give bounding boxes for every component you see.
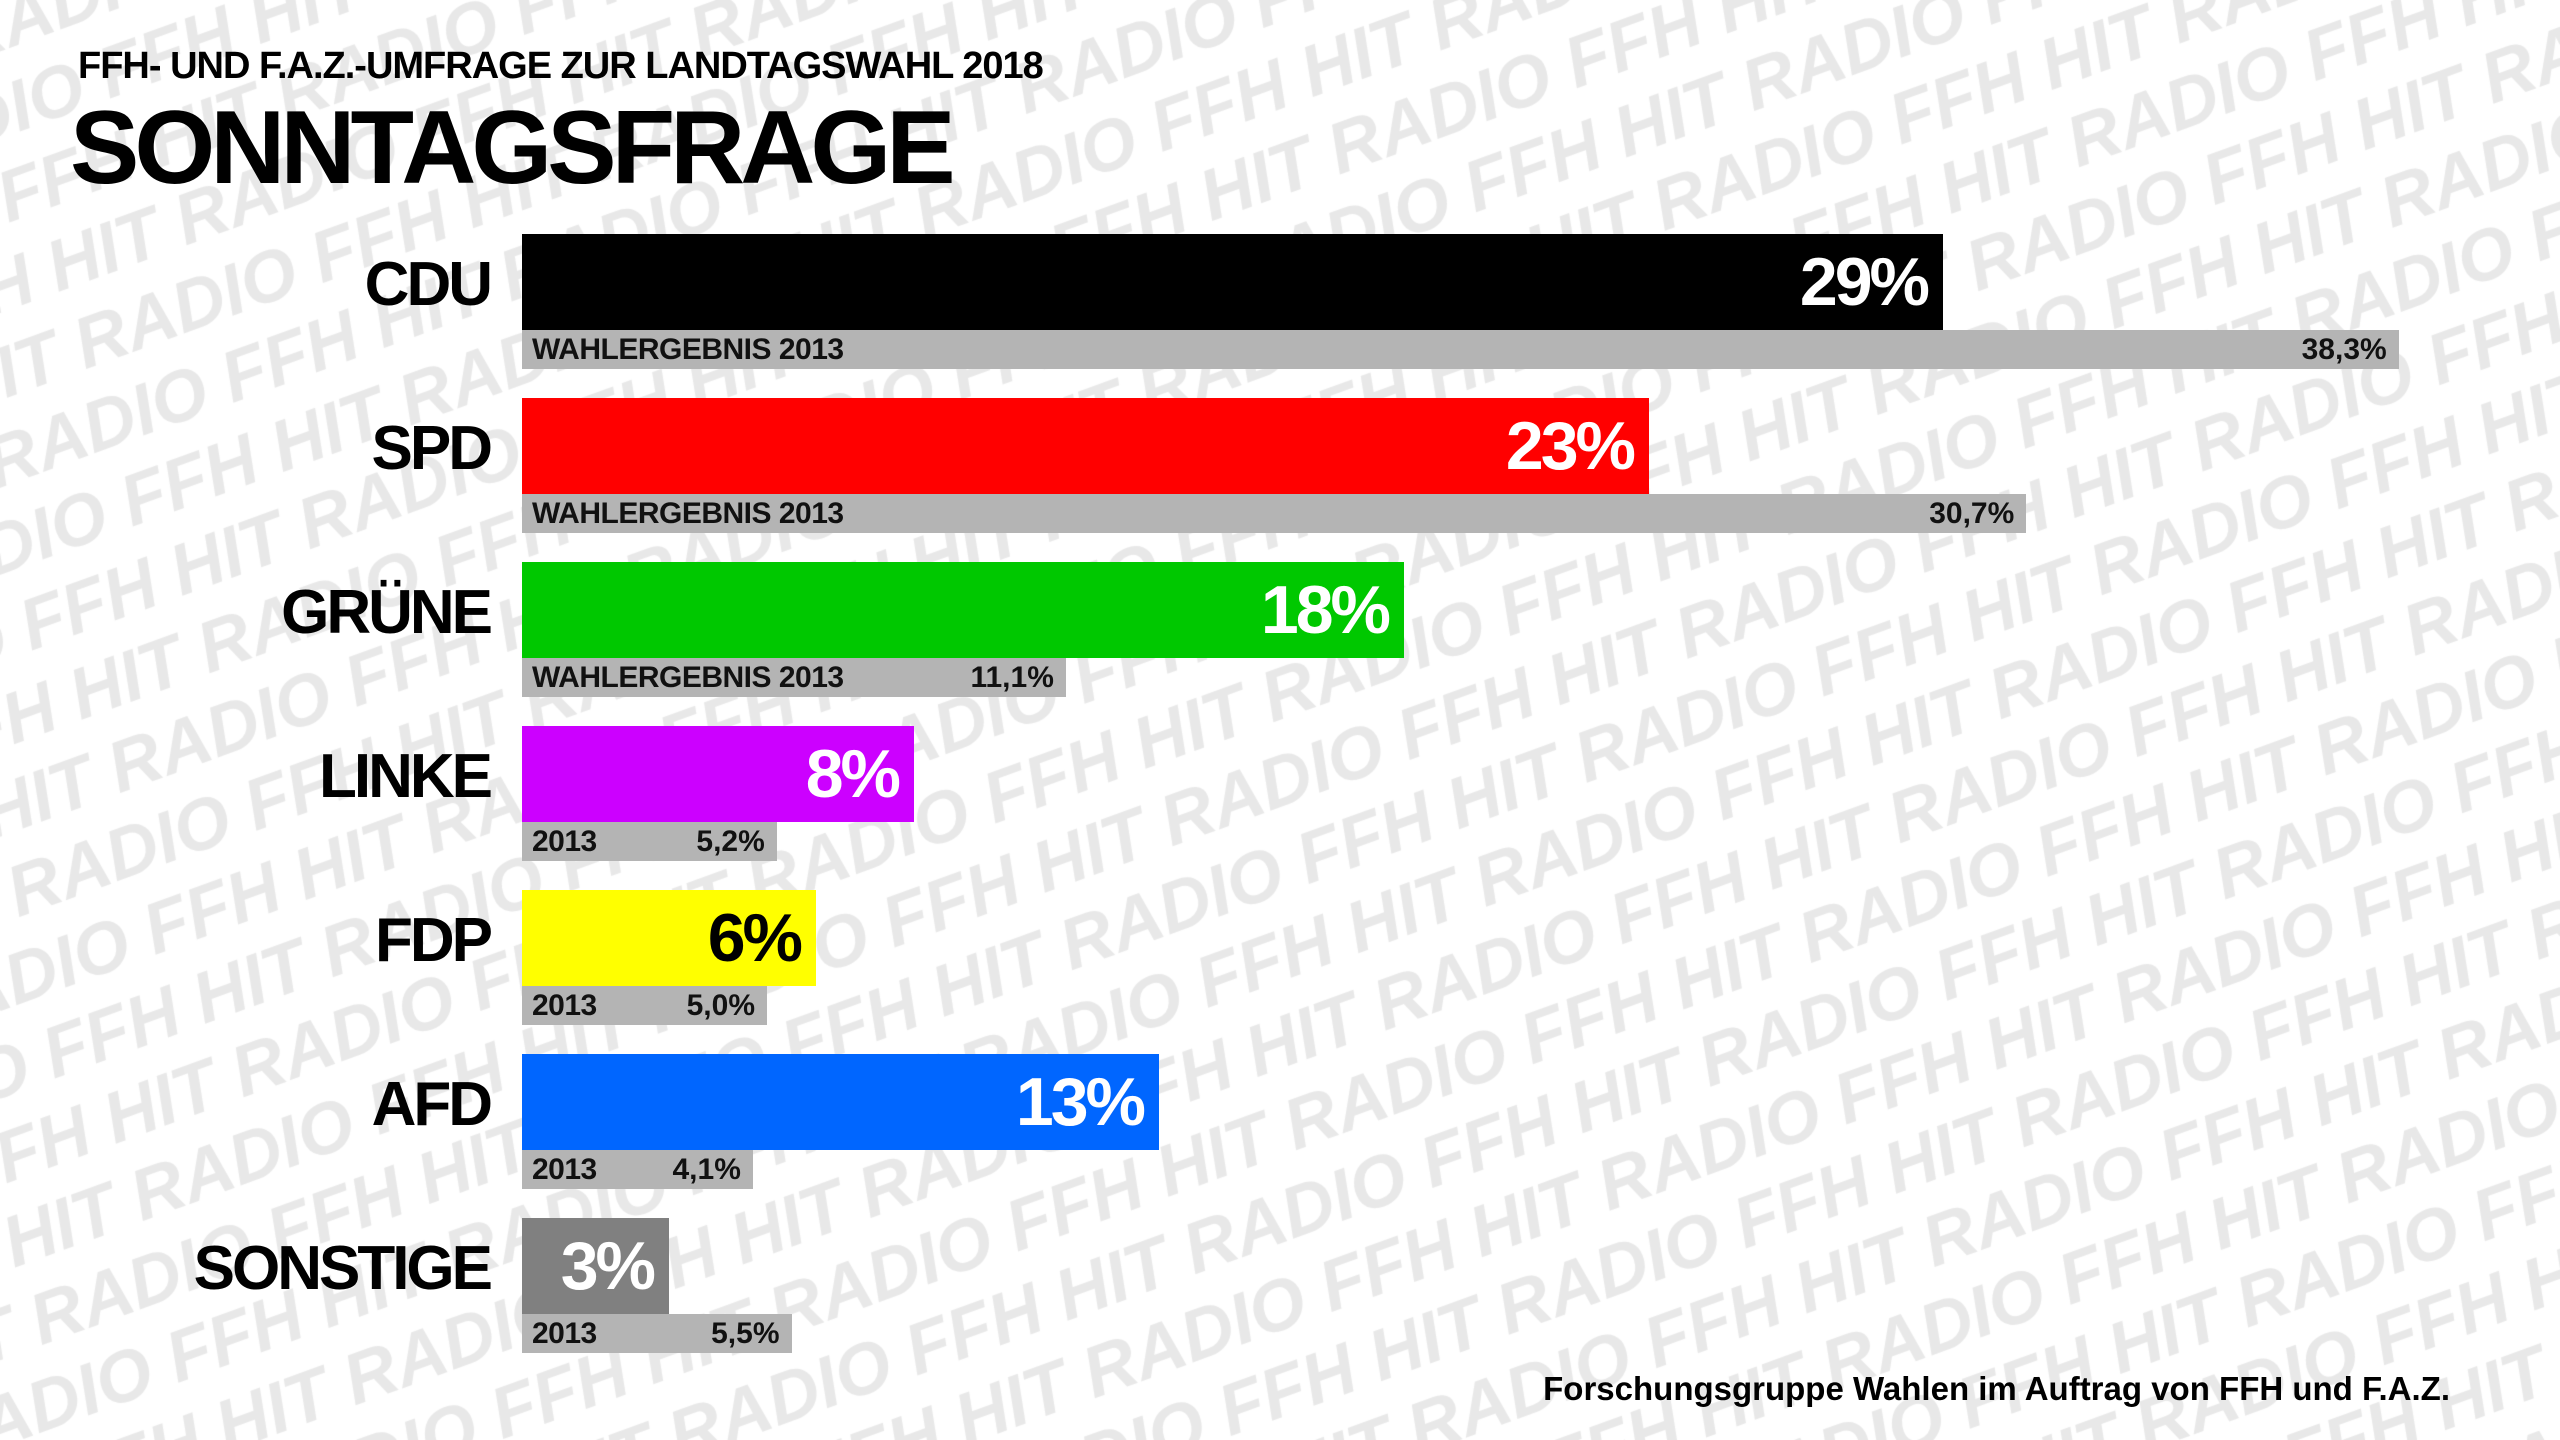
result-2013-value: 4,1%	[672, 1153, 741, 1186]
result-2013-value: 5,5%	[711, 1317, 780, 1350]
result-2013-label: 2013	[532, 1153, 597, 1186]
result-2013-bar: 2013 5,2%	[522, 822, 777, 861]
result-2013-bar: WAHLERGEBNIS 2013 30,7%	[522, 494, 2027, 533]
result-2013-value: 11,1%	[970, 661, 1054, 694]
poll-value-label: 8%	[805, 736, 901, 812]
result-2013-bar: WAHLERGEBNIS 2013 11,1%	[522, 658, 1066, 697]
chart-row: AFD 13% 2013 4,1%	[0, 1054, 2560, 1194]
party-label: GRÜNE	[281, 578, 493, 647]
poll-bar: 23%	[522, 398, 1649, 494]
party-label: FDP	[375, 906, 493, 975]
poll-bar: 8%	[522, 726, 914, 822]
chart-row: LINKE 8% 2013 5,2%	[0, 726, 2560, 866]
chart-row: SONSTIGE 3% 2013 5,5%	[0, 1218, 2560, 1358]
poll-bar: 6%	[522, 890, 816, 986]
result-2013-value: 38,3%	[2301, 333, 2387, 366]
poll-bar: 3%	[522, 1218, 669, 1314]
result-2013-bar: 2013 5,0%	[522, 986, 767, 1025]
poll-bar: 18%	[522, 562, 1404, 658]
chart-row: SPD 23% WAHLERGEBNIS 2013 30,7%	[0, 398, 2560, 538]
poll-value-label: 29%	[1799, 244, 1930, 320]
result-2013-value: 5,2%	[696, 825, 765, 858]
party-label: LINKE	[319, 742, 493, 811]
result-2013-bar: 2013 5,5%	[522, 1314, 792, 1353]
result-2013-label: WAHLERGEBNIS 2013	[532, 661, 844, 694]
result-2013-label: 2013	[532, 825, 597, 858]
result-2013-label: WAHLERGEBNIS 2013	[532, 497, 844, 530]
poll-value-label: 3%	[560, 1228, 656, 1304]
poll-value-label: 13%	[1015, 1064, 1146, 1140]
chart-title: SONNTAGSFRAGE	[70, 90, 956, 206]
poll-value-label: 23%	[1505, 408, 1636, 484]
result-2013-bar: 2013 4,1%	[522, 1150, 753, 1189]
chart-subtitle: FFH- UND F.A.Z.-UMFRAGE ZUR LANDTAGSWAHL…	[78, 45, 1044, 87]
poll-value-label: 18%	[1260, 572, 1391, 648]
result-2013-value: 30,7%	[1929, 497, 2015, 530]
chart-row: CDU 29% WAHLERGEBNIS 2013 38,3%	[0, 234, 2560, 374]
source-note: Forschungsgruppe Wahlen im Auftrag von F…	[1543, 1370, 2450, 1407]
poll-value-label: 6%	[707, 900, 803, 976]
result-2013-label: WAHLERGEBNIS 2013	[532, 333, 844, 366]
result-2013-value: 5,0%	[686, 989, 755, 1022]
result-2013-label: 2013	[532, 1317, 597, 1350]
party-label: SPD	[371, 414, 493, 483]
party-label: SONSTIGE	[193, 1234, 493, 1303]
result-2013-label: 2013	[532, 989, 597, 1022]
chart-row: FDP 6% 2013 5,0%	[0, 890, 2560, 1030]
poll-bar: 29%	[522, 234, 1943, 330]
result-2013-bar: WAHLERGEBNIS 2013 38,3%	[522, 330, 2399, 369]
poll-bar: 13%	[522, 1054, 1159, 1150]
party-label: AFD	[371, 1070, 493, 1139]
chart-row: GRÜNE 18% WAHLERGEBNIS 2013 11,1%	[0, 562, 2560, 702]
party-label: CDU	[364, 250, 493, 319]
